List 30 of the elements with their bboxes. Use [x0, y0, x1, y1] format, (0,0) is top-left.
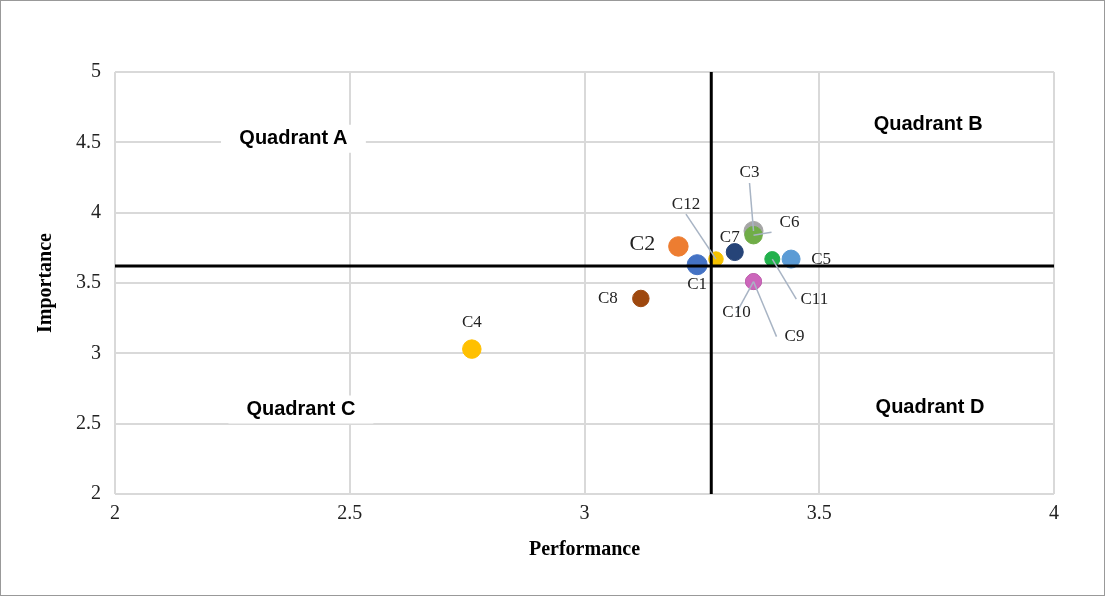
x-axis-title: Performance	[528, 537, 641, 560]
text: C12	[671, 193, 701, 213]
series-label: C2	[629, 230, 656, 256]
text: C9	[784, 326, 805, 346]
y-tick-label: 3.5	[76, 270, 101, 293]
annotation: Quadrant D	[875, 395, 985, 418]
series-label: C10	[722, 302, 751, 322]
y-tick-label: 4	[91, 199, 101, 222]
y-axis-title: Importance	[33, 232, 57, 333]
series-label: C6	[779, 211, 800, 231]
annotation: Quadrant A	[239, 126, 348, 149]
y-tick-label: 5	[91, 59, 101, 82]
series-label: C7	[719, 226, 741, 246]
series-label: C1	[687, 274, 708, 294]
series-label: C5	[811, 248, 831, 268]
y-tick-label: 4.5	[76, 129, 101, 152]
x-tick-label: 3.5	[806, 501, 832, 524]
x-tick-label: 4	[1049, 501, 1059, 524]
annotation: Quadrant B	[873, 111, 983, 134]
text: C3	[739, 162, 760, 182]
x-tick-label: 3	[579, 501, 590, 524]
series-label: C4	[461, 311, 483, 331]
y-tick-label: 2	[91, 481, 101, 504]
y-tick-label: 2.5	[76, 410, 101, 433]
x-tick-label: 2.5	[337, 501, 363, 524]
series-label: C8	[597, 287, 618, 307]
series-label: C11	[800, 288, 829, 308]
annotation: Quadrant C	[246, 397, 356, 420]
y-tick-label: 3	[91, 340, 101, 363]
x-tick-label: 2	[110, 501, 120, 524]
